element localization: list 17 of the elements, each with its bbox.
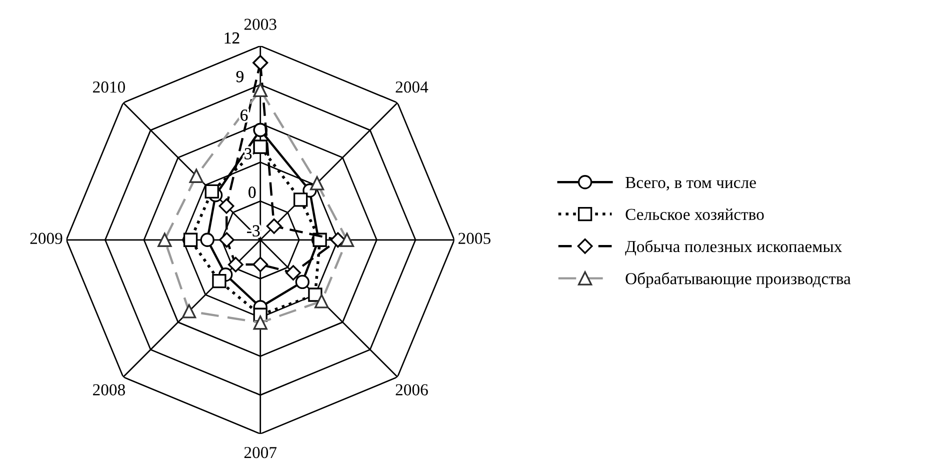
spoke-label: 2006 xyxy=(396,384,428,396)
legend-label: Всего, в том числе xyxy=(626,177,756,191)
legend-label: Добыча полезных ископаемых xyxy=(625,240,842,256)
spoke-label: 2007 xyxy=(244,446,277,458)
y-tick-label: 0 xyxy=(248,186,256,198)
spoke-label: 2004 xyxy=(396,81,428,93)
spoke-label: 2008 xyxy=(93,384,125,396)
y-tick-label: 6 xyxy=(240,110,248,121)
spoke-label: 2009 xyxy=(30,232,62,244)
legend-label: Сельское хозяйство xyxy=(626,208,764,220)
spoke-label: 2010 xyxy=(93,81,125,93)
spoke-label: 2005 xyxy=(458,232,490,244)
y-tick-label: 3 xyxy=(244,148,252,160)
legend-label: Обрабатывающие производства xyxy=(626,272,851,288)
y-tick-label: 9 xyxy=(236,70,244,82)
spoke-label: 2003 xyxy=(244,18,276,30)
y-tick-label: 12 xyxy=(224,32,240,44)
